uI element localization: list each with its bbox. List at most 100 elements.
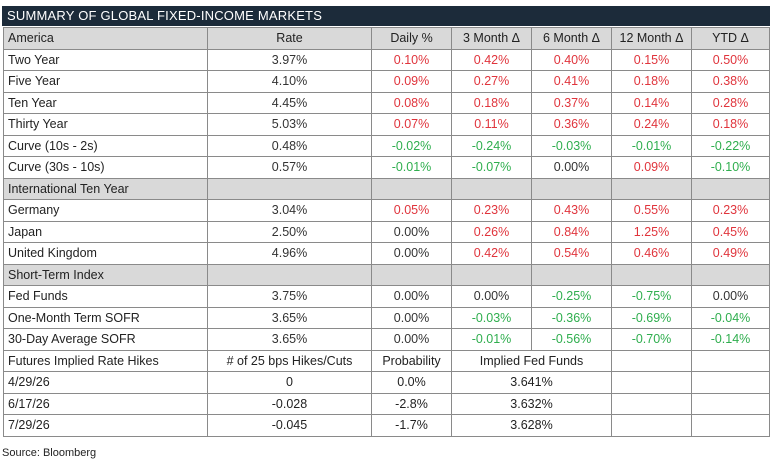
change-cell: 0.00% [371, 306, 452, 329]
change-cell: 0.41% [531, 70, 612, 93]
change-cell: 0.50% [691, 48, 770, 71]
column-header: Probability [371, 349, 452, 372]
change-cell: 1.25% [611, 220, 692, 243]
change-cell: -0.70% [611, 328, 692, 351]
table-row: United Kingdom 4.96% 0.00% 0.42% 0.54% 0.46% 0… [3, 242, 770, 265]
change-cell: 0.24% [611, 113, 692, 136]
change-cell: 0.18% [691, 113, 770, 136]
change-cell: 0.05% [371, 199, 452, 222]
section-header-row: International Ten Year [3, 177, 770, 200]
change-cell: 0.27% [451, 70, 532, 93]
table-row: Thirty Year 5.03% 0.07% 0.11% 0.36% 0.24% 0.18… [3, 113, 770, 136]
blank-cell [691, 414, 770, 437]
table-row: One-Month Term SOFR 3.65% 0.00% -0.03% -0.36… [3, 306, 770, 329]
section-header-label: International Ten Year [3, 177, 208, 200]
change-cell: 0.23% [691, 199, 770, 222]
rate-cell: 3.65% [207, 328, 372, 351]
futures-header-row: Futures Implied Rate Hikes # of 25 bps Hi… [3, 349, 770, 372]
change-cell: 0.55% [611, 199, 692, 222]
change-cell: -0.03% [451, 306, 532, 329]
change-cell: 0.08% [371, 91, 452, 114]
rate-cell: 3.97% [207, 48, 372, 71]
column-header: 3 Month Δ [451, 27, 532, 50]
change-cell: -0.36% [531, 306, 612, 329]
change-cell: 0.07% [371, 113, 452, 136]
implied-fed-funds-cell: 3.632% [451, 392, 612, 415]
change-cell: -0.04% [691, 306, 770, 329]
header-blank-cell [691, 177, 770, 200]
row-label: Japan [3, 220, 208, 243]
section-header-label: America [3, 27, 208, 50]
change-cell: -0.69% [611, 306, 692, 329]
section-header-label: Short-Term Index [3, 263, 208, 286]
source-note: Source: Bloomberg [2, 447, 97, 459]
change-cell: 0.26% [451, 220, 532, 243]
change-cell: -0.22% [691, 134, 770, 157]
blank-cell [611, 349, 692, 372]
change-cell: 0.00% [691, 285, 770, 308]
header-blank-cell [451, 177, 532, 200]
change-cell: 0.15% [611, 48, 692, 71]
change-cell: -0.01% [451, 328, 532, 351]
table-row: 30-Day Average SOFR 3.65% 0.00% -0.01% -0.56… [3, 328, 770, 351]
row-label: Germany [3, 199, 208, 222]
change-cell: 0.18% [451, 91, 532, 114]
implied-fed-funds-cell: 3.628% [451, 414, 612, 437]
row-label: 30-Day Average SOFR [3, 328, 208, 351]
header-blank-cell [451, 263, 532, 286]
rate-cell: 0.48% [207, 134, 372, 157]
implied-fed-funds-cell: 3.641% [451, 371, 612, 394]
blank-cell [611, 414, 692, 437]
hikes-cell: -0.028 [207, 392, 372, 415]
change-cell: 0.00% [531, 156, 612, 179]
change-cell: 0.14% [611, 91, 692, 114]
change-cell: 0.84% [531, 220, 612, 243]
change-cell: -0.07% [451, 156, 532, 179]
row-label: Five Year [3, 70, 208, 93]
header-blank-cell [371, 263, 452, 286]
change-cell: 0.38% [691, 70, 770, 93]
column-header: Rate [207, 27, 372, 50]
change-cell: 0.09% [611, 156, 692, 179]
change-cell: 0.49% [691, 242, 770, 265]
table-row: Japan 2.50% 0.00% 0.26% 0.84% 1.25% 0.45% [3, 220, 770, 243]
row-label: Curve (10s - 2s) [3, 134, 208, 157]
row-label: Two Year [3, 48, 208, 71]
change-cell: 0.00% [451, 285, 532, 308]
row-label: Fed Funds [3, 285, 208, 308]
rate-cell: 3.65% [207, 306, 372, 329]
section-header-row: Short-Term Index [3, 263, 770, 286]
change-cell: 0.23% [451, 199, 532, 222]
row-label: United Kingdom [3, 242, 208, 265]
futures-header-label: Futures Implied Rate Hikes [3, 349, 208, 372]
change-cell: 0.00% [371, 220, 452, 243]
change-cell: 0.09% [371, 70, 452, 93]
header-blank-cell [531, 177, 612, 200]
futures-date: 6/17/26 [3, 392, 208, 415]
change-cell: 0.10% [371, 48, 452, 71]
change-cell: 0.42% [451, 242, 532, 265]
change-cell: 0.45% [691, 220, 770, 243]
probability-cell: -2.8% [371, 392, 452, 415]
change-cell: -0.24% [451, 134, 532, 157]
row-label: Thirty Year [3, 113, 208, 136]
header-blank-cell [207, 263, 372, 286]
header-blank-cell [207, 177, 372, 200]
change-cell: 0.00% [371, 328, 452, 351]
table-row: Five Year 4.10% 0.09% 0.27% 0.41% 0.18% 0.38% [3, 70, 770, 93]
column-header: Daily % [371, 27, 452, 50]
table-row: Ten Year 4.45% 0.08% 0.18% 0.37% 0.14% 0.28% [3, 91, 770, 114]
probability-cell: -1.7% [371, 414, 452, 437]
change-cell: 0.11% [451, 113, 532, 136]
change-cell: -0.02% [371, 134, 452, 157]
row-label: One-Month Term SOFR [3, 306, 208, 329]
change-cell: 0.43% [531, 199, 612, 222]
row-label: Ten Year [3, 91, 208, 114]
column-header: Implied Fed Funds [451, 349, 612, 372]
change-cell: -0.01% [611, 134, 692, 157]
column-header: # of 25 bps Hikes/Cuts [207, 349, 372, 372]
futures-date: 7/29/26 [3, 414, 208, 437]
blank-cell [691, 371, 770, 394]
change-cell: 0.37% [531, 91, 612, 114]
